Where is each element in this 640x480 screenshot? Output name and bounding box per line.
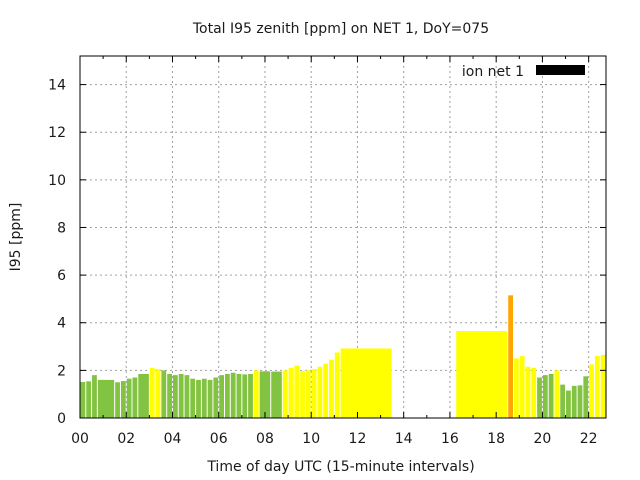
bar [92,375,97,418]
bar [600,354,606,418]
bar [155,369,161,418]
bar [115,382,120,418]
bar-block [97,379,115,418]
bar [542,375,548,418]
x-tick-label: 12 [349,431,367,447]
bar [519,356,525,418]
bar-block [340,348,392,418]
bar-block [271,371,282,418]
bar [571,385,577,418]
x-tick-label: 06 [210,431,228,447]
legend-swatch [536,65,585,75]
bar [253,370,259,418]
bar [230,372,236,418]
y-tick-label: 12 [48,125,66,141]
bar [300,371,305,418]
bar [184,375,190,418]
bar [594,356,600,418]
bar [329,359,334,418]
bar [225,373,230,418]
y-tick-label: 10 [48,173,66,189]
bar [589,364,594,418]
x-tick-label: 18 [487,431,505,447]
bar-block [138,373,149,418]
bar [508,295,514,418]
bar [537,377,542,418]
bar [207,379,213,418]
y-tick-label: 6 [57,268,66,284]
bar [120,381,126,418]
bar [242,374,248,418]
x-tick-label: 14 [395,431,413,447]
bar [248,373,253,418]
bar-block [456,331,508,418]
x-tick-labels: 00 02 04 06 08 10 12 14 16 18 20 22 [71,431,597,447]
y-tick-labels: 0 2 4 6 8 10 12 14 [48,78,66,427]
x-tick-label: 02 [117,431,135,447]
x-tick-label: 00 [71,431,89,447]
legend-label: ion net 1 [462,64,524,80]
legend: ion net 1 [462,64,585,80]
ticks [79,56,606,419]
bar [149,367,155,418]
x-tick-label: 04 [164,431,182,447]
y-tick-label: 14 [48,78,66,94]
bar [86,381,92,418]
x-tick-label: 22 [580,431,598,447]
x-tick-label: 08 [256,431,274,447]
bar [282,370,288,418]
bar [190,378,196,418]
bar [305,370,311,418]
bar [236,373,242,418]
bar [554,370,560,418]
bars [80,295,606,418]
plot-frame [79,55,607,419]
bar [213,377,219,418]
bar [583,376,589,418]
bar [196,379,201,418]
chart-title: Total I95 zenith [ppm] on NET 1, DoY=075 [192,21,489,37]
bar [311,369,317,418]
y-tick-label: 8 [57,220,66,236]
bar [525,366,531,418]
bar [323,363,329,418]
bar [126,378,132,418]
bar-block [259,371,271,418]
bar [560,384,566,418]
y-tick-label: 4 [57,316,66,332]
bar [317,366,323,418]
bar [167,373,172,418]
x-axis-label: Time of day UTC (15-minute intervals) [206,459,474,475]
bar [577,385,583,418]
grid [80,56,606,418]
bar [80,382,86,418]
bar [201,378,207,418]
bar [514,358,519,418]
bar [288,367,294,418]
bar [566,390,571,418]
bar [548,373,554,418]
bar [161,370,167,418]
bar [531,367,537,418]
bar [172,375,178,418]
x-tick-label: 16 [441,431,459,447]
bar [334,352,340,418]
x-tick-label: 10 [302,431,320,447]
y-axis-label: I95 [ppm] [8,203,24,272]
bar [219,375,225,418]
y-tick-label: 0 [57,411,66,427]
x-tick-label: 20 [534,431,552,447]
y-tick-label: 2 [57,363,66,379]
bar [178,373,184,418]
bar [132,377,138,418]
bar [294,365,300,418]
